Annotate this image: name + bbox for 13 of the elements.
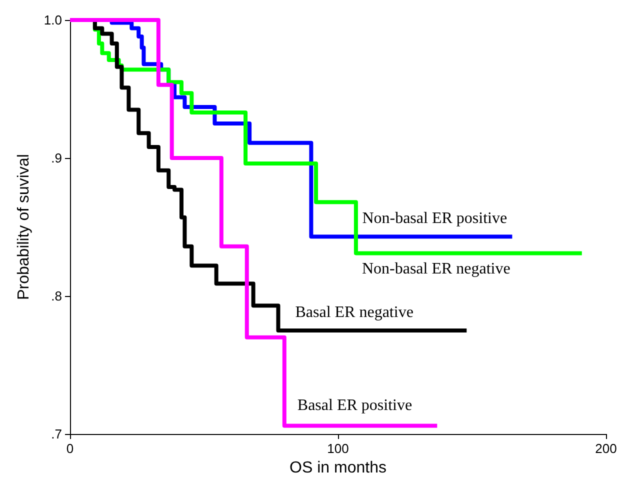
series-label: Non-basal ER negative <box>362 260 510 278</box>
x-tick-label: 100 <box>327 441 349 456</box>
y-tick-label: .7 <box>51 426 62 442</box>
y-axis-title: Probability of suvival <box>16 154 32 300</box>
y-tick-label: .9 <box>51 150 62 166</box>
series-label: Non-basal ER positive <box>362 210 508 228</box>
series-label: Basal ER negative <box>295 304 414 321</box>
x-axis-title: OS in months <box>290 460 386 476</box>
series-label: Basal ER positive <box>297 397 412 414</box>
x-tick-label: 200 <box>595 441 617 456</box>
x-tick-label: 0 <box>66 441 74 456</box>
y-tick-label: 1.0 <box>44 12 62 28</box>
y-tick-label: .8 <box>51 288 62 304</box>
